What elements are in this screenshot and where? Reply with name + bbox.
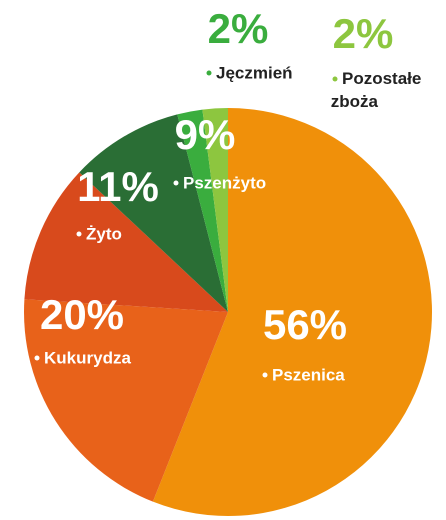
slice-value-label: 2%	[333, 10, 394, 57]
label-line: zboża	[326, 92, 378, 111]
bullet	[173, 180, 179, 186]
slice-category-label: Kukurydza	[44, 348, 131, 367]
slice-category-label: Pozostałe zboża	[326, 69, 421, 111]
slice-category-label: Pszenżyto	[183, 173, 266, 192]
slice-value-label: 20%	[40, 291, 124, 338]
bullet	[34, 355, 40, 361]
bullet	[332, 76, 338, 82]
pie-slice	[152, 108, 432, 516]
bullet	[206, 70, 212, 76]
bullet	[76, 231, 82, 237]
slice-value-label: 9%	[175, 111, 236, 158]
label-line: Pozostałe	[342, 69, 421, 88]
bullet	[262, 372, 268, 378]
slice-category-label: Jęczmień	[216, 63, 293, 82]
slice-value-label: 56%	[263, 301, 347, 348]
slice-category-label: Pszenica	[272, 365, 345, 384]
slice-value-label: 11%	[77, 163, 159, 210]
pie-slice	[24, 172, 229, 312]
slice-value-label: 2%	[208, 5, 269, 52]
pie-slice	[79, 114, 228, 313]
pie-slice	[177, 109, 228, 312]
pie-slice	[23, 299, 228, 502]
pie-slice	[202, 108, 228, 312]
slice-category-label: Żyto	[86, 224, 122, 243]
